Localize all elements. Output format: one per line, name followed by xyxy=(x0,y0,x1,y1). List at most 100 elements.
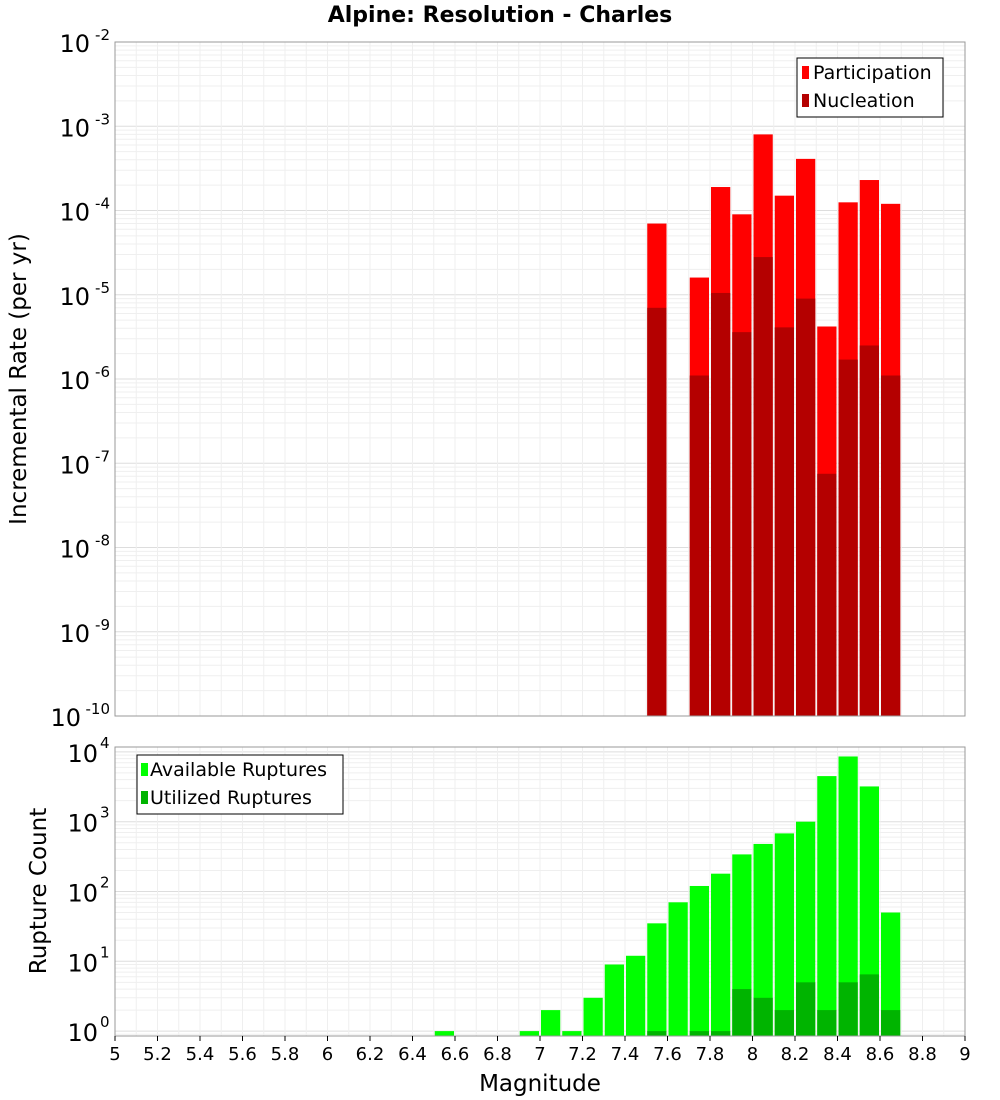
count-y-tick-label: 10 xyxy=(67,1019,98,1047)
nucleation-bar xyxy=(859,345,879,716)
nucleation-bar xyxy=(753,257,773,716)
nucleation-bar xyxy=(689,375,709,716)
rate-y-tick-label: 10 xyxy=(59,451,90,479)
legend-available-label: Available Ruptures xyxy=(150,759,327,781)
legend-participation-label: Participation xyxy=(813,62,932,84)
available-bar xyxy=(519,1031,539,1036)
nucleation-bar xyxy=(711,292,731,716)
legend-utilized-swatch xyxy=(141,791,148,804)
x-tick-label: 5.8 xyxy=(271,1044,300,1065)
legend-available-swatch xyxy=(141,763,148,776)
utilized-bar xyxy=(753,997,773,1036)
rate-y-tick-label: 10 xyxy=(59,114,90,142)
rate-y-tick-exponent: -10 xyxy=(86,700,111,718)
rate-y-tick-label: 10 xyxy=(50,704,81,732)
available-bar xyxy=(604,964,624,1036)
nucleation-bar xyxy=(796,298,816,716)
utilized-bar xyxy=(689,1031,709,1036)
rate-y-ticks: 10 -10 10 -9 10 -8 10 -7 10 -6 10 -5 10 -4 10 -3 10 -2 xyxy=(50,26,110,732)
x-tick-label: 5.4 xyxy=(186,1044,215,1065)
legend-participation-swatch xyxy=(802,66,809,79)
rate-y-tick-label: 10 xyxy=(59,30,90,58)
utilized-bars xyxy=(647,974,901,1036)
rate-y-tick-exponent: -5 xyxy=(95,279,110,297)
nucleation-bar xyxy=(838,359,858,716)
rate-legend: Participation Nucleation xyxy=(796,57,944,118)
utilized-bar xyxy=(881,1010,901,1036)
x-tick-label: 9 xyxy=(959,1044,970,1065)
nucleation-bar xyxy=(774,327,794,716)
available-bar xyxy=(668,902,688,1036)
utilized-bar xyxy=(774,1010,794,1036)
count-y-tick-label: 10 xyxy=(67,740,98,768)
legend-utilized-label: Utilized Ruptures xyxy=(150,787,312,809)
rate-y-tick-label: 10 xyxy=(59,199,90,227)
x-tick-label: 8 xyxy=(747,1044,758,1065)
rate-y-tick-label: 10 xyxy=(59,367,90,395)
count-y-tick-exponent: 4 xyxy=(100,734,110,752)
nucleation-bar xyxy=(732,332,752,716)
available-bar xyxy=(647,923,667,1036)
rate-y-tick-exponent: -9 xyxy=(95,616,110,634)
x-tick-label: 8.2 xyxy=(781,1044,810,1065)
available-bar xyxy=(541,1010,561,1036)
rate-y-tick-exponent: -6 xyxy=(95,363,110,381)
count-y-axis-label: Rupture Count xyxy=(26,808,52,974)
utilized-bar xyxy=(817,1010,837,1036)
x-tick-label: 7 xyxy=(534,1044,545,1065)
rate-gridlines xyxy=(114,42,966,717)
x-tick-label: 8.6 xyxy=(866,1044,895,1065)
rate-panel: 10 -10 10 -9 10 -8 10 -7 10 -6 10 -5 10 -4 10 -3 10 -2 In… xyxy=(6,26,966,732)
rate-y-tick-exponent: -4 xyxy=(95,195,110,213)
nucleation-bar xyxy=(881,375,901,716)
x-tick-label: 7.2 xyxy=(568,1044,597,1065)
x-tick-label: 5.2 xyxy=(143,1044,172,1065)
utilized-bar xyxy=(711,1031,731,1036)
rate-y-tick-exponent: -3 xyxy=(95,110,110,128)
x-tick-label: 8.4 xyxy=(823,1044,852,1065)
x-tick-label: 6.2 xyxy=(356,1044,385,1065)
legend-nucleation-swatch xyxy=(802,94,809,107)
nucleation-bar xyxy=(647,307,667,716)
available-bar xyxy=(838,756,858,1036)
available-bar xyxy=(434,1031,454,1036)
count-y-tick-label: 10 xyxy=(67,949,98,977)
available-bar xyxy=(859,786,879,1036)
available-bar xyxy=(774,833,794,1036)
x-tick-label: 6.8 xyxy=(483,1044,512,1065)
available-bar xyxy=(626,955,646,1036)
nucleation-bars xyxy=(647,257,901,716)
x-tick-label: 6 xyxy=(322,1044,333,1065)
x-tick-label: 7.4 xyxy=(611,1044,640,1065)
count-legend: Available Ruptures Utilized Ruptures xyxy=(136,754,344,815)
available-bar xyxy=(583,997,603,1036)
count-y-tick-label: 10 xyxy=(67,810,98,838)
rate-y-tick-label: 10 xyxy=(59,283,90,311)
x-tick-label: 7.6 xyxy=(653,1044,682,1065)
x-tick-label: 7.8 xyxy=(696,1044,725,1065)
count-y-tick-exponent: 0 xyxy=(100,1013,110,1031)
available-bar xyxy=(711,873,731,1036)
utilized-bar xyxy=(859,974,879,1036)
x-tick-label: 8.8 xyxy=(908,1044,937,1065)
count-y-tick-exponent: 1 xyxy=(100,943,110,961)
rate-y-tick-exponent: -2 xyxy=(95,26,110,44)
available-bar xyxy=(881,912,901,1036)
rate-plot-frame xyxy=(114,41,966,717)
available-bar xyxy=(562,1031,582,1036)
utilized-bar xyxy=(796,982,816,1036)
x-tick-label: 5.6 xyxy=(228,1044,257,1065)
x-axis-label: Magnitude xyxy=(479,1071,601,1097)
x-tick-label: 5 xyxy=(109,1044,120,1065)
rate-y-tick-label: 10 xyxy=(59,620,90,648)
available-bar xyxy=(817,776,837,1036)
rate-y-axis-label: Incremental Rate (per yr) xyxy=(6,233,32,525)
legend-nucleation-label: Nucleation xyxy=(813,90,915,112)
available-bar xyxy=(689,885,709,1036)
utilized-bar xyxy=(838,982,858,1036)
rate-y-tick-exponent: -7 xyxy=(95,447,110,465)
count-y-tick-label: 10 xyxy=(67,880,98,908)
